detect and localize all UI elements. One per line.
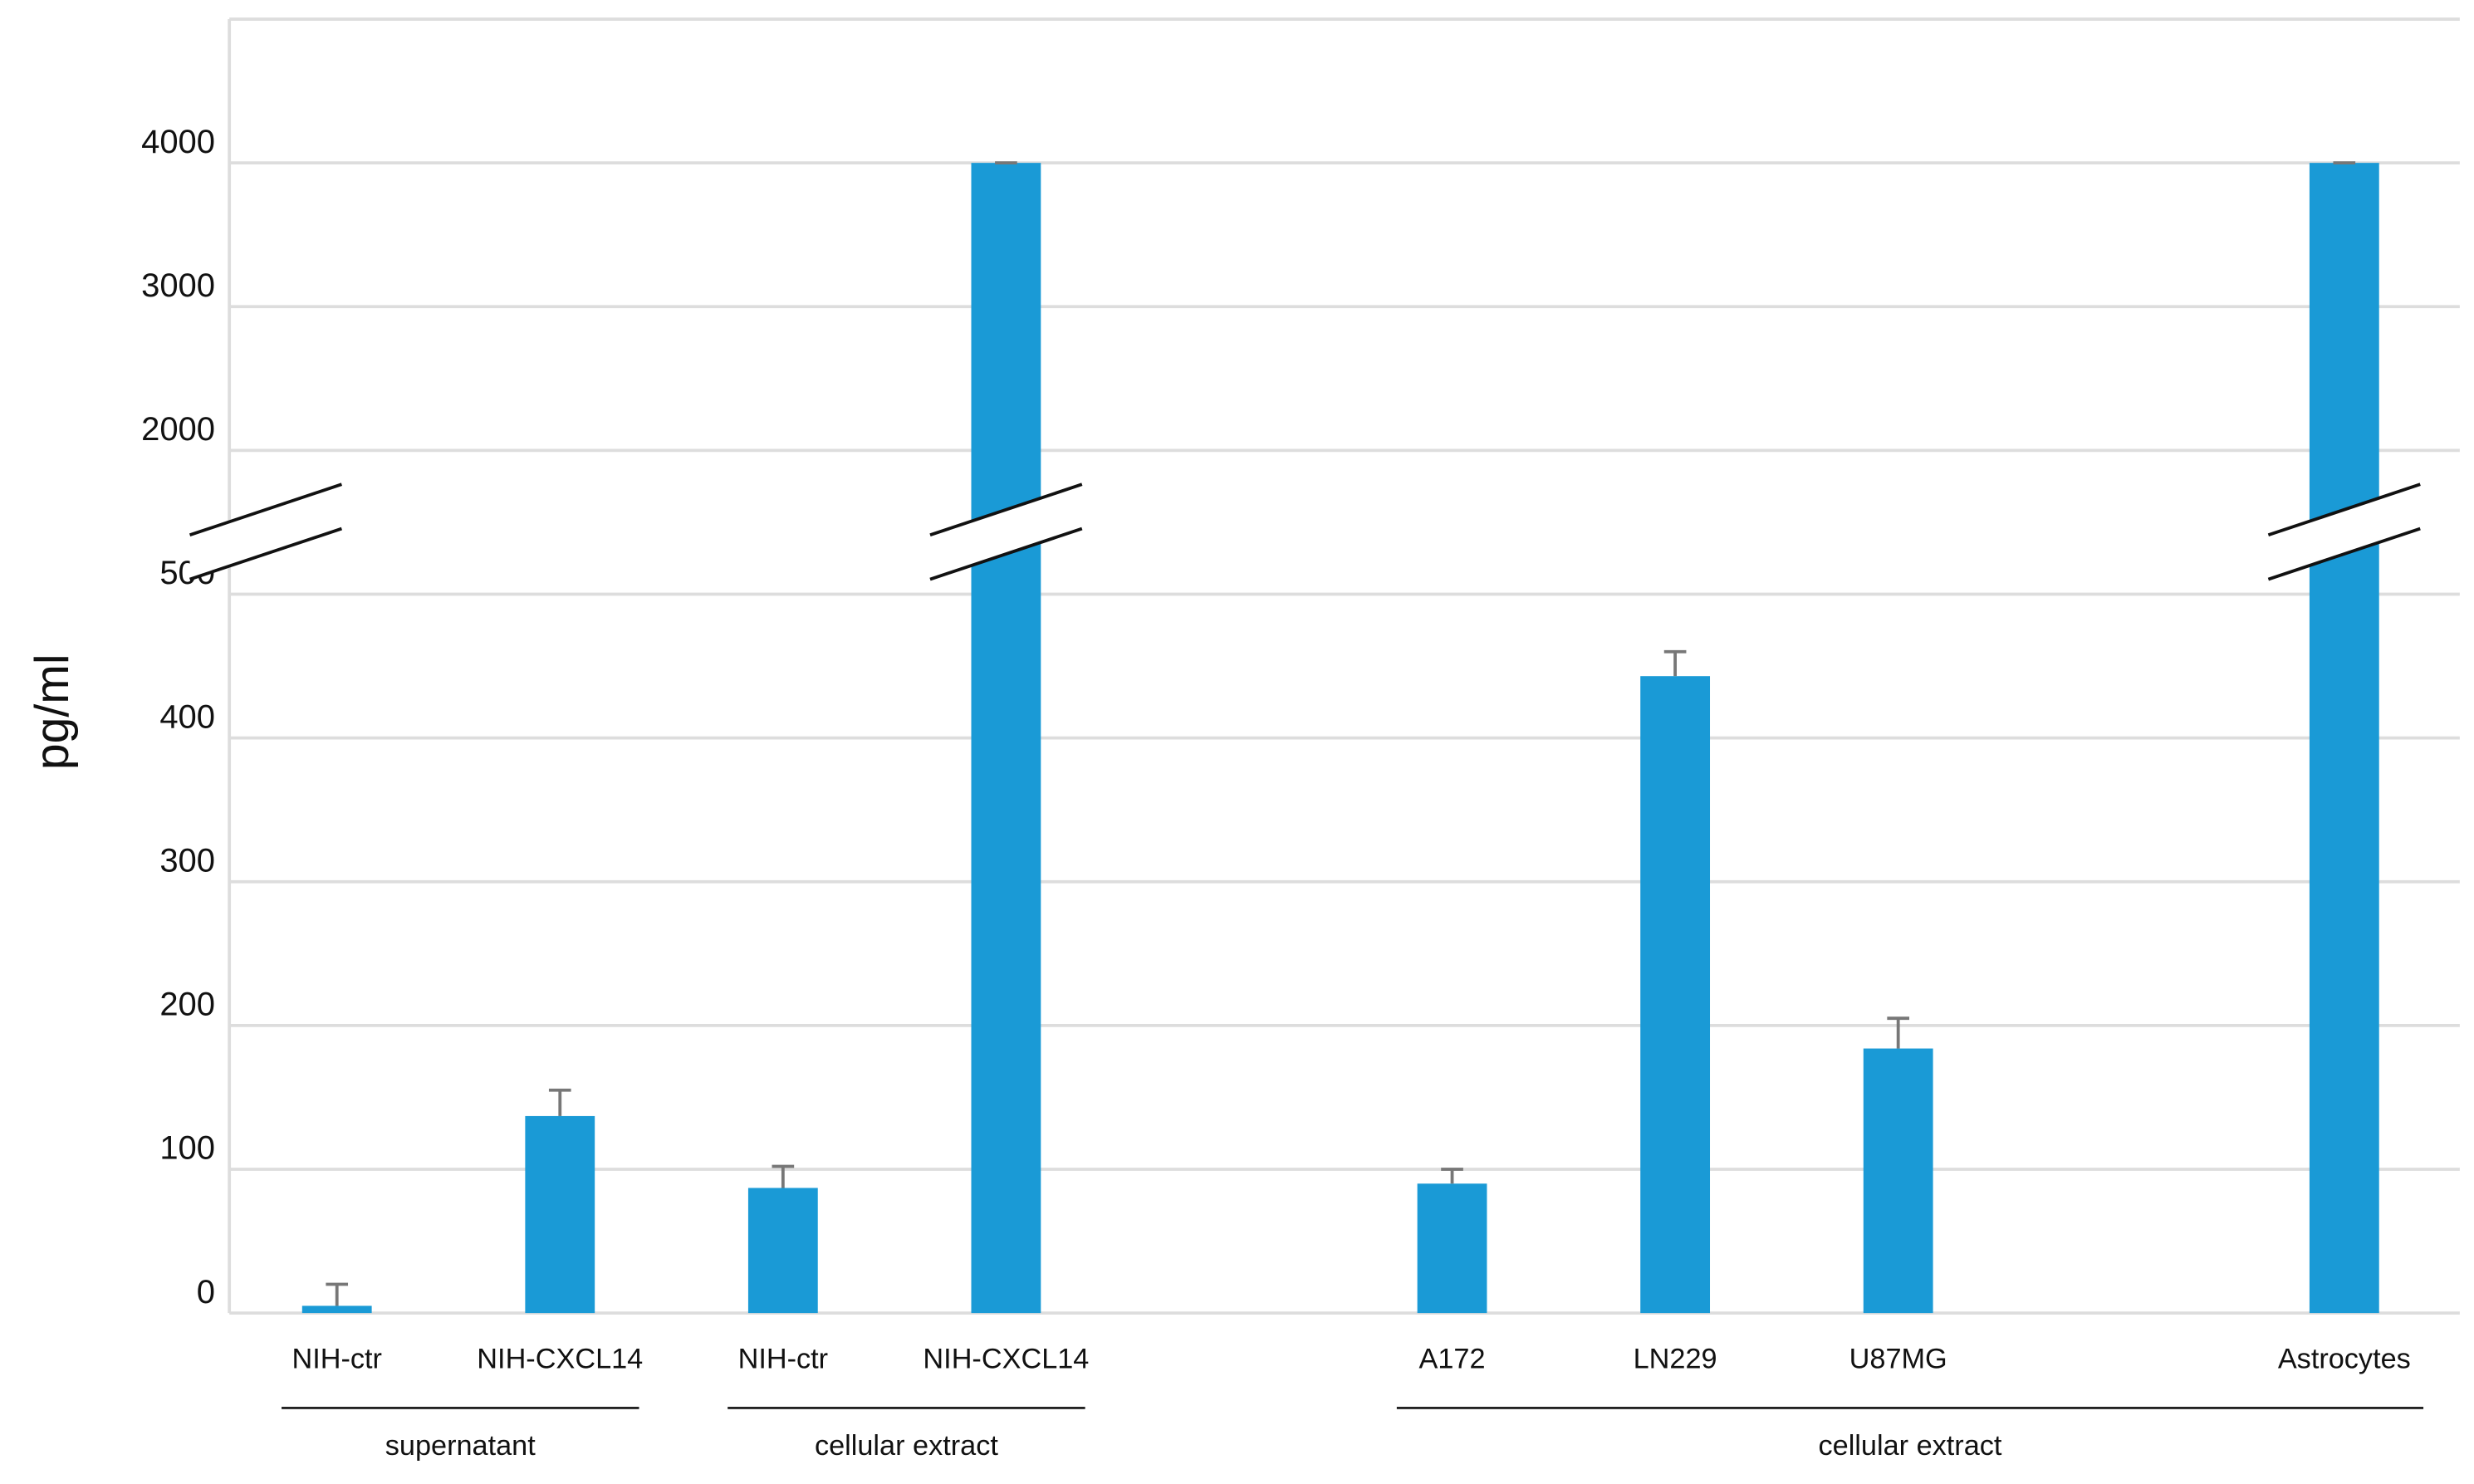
bar [301,1305,372,1314]
x-tick-label: Astrocytes [2278,1343,2411,1374]
bar [1640,676,1711,1314]
bar [747,1188,818,1314]
axis-break-line [189,482,343,536]
bar [525,1115,595,1314]
x-tick-label: NIH-CXCL14 [923,1343,1089,1374]
group-label: cellular extract [1819,1430,2002,1462]
x-tick-label: LN229 [1634,1343,1717,1374]
y-tick-label: 400 [159,698,215,735]
axis-break-gap [929,484,1082,580]
y-axis-label: pg/ml [26,654,79,770]
y-tick-label: 100 [159,1130,215,1167]
x-tick-label: NIH-ctr [738,1343,829,1374]
y-tick-label: 4000 [141,124,215,160]
x-tick-label: U87MG [1849,1343,1947,1374]
axis-break-line [929,527,1083,581]
bar [971,163,1041,1314]
y-tick-label: 2000 [141,411,215,448]
y-tick-label: 3000 [141,267,215,304]
y-tick-label: 300 [159,842,215,879]
y-tick-label: 200 [159,987,215,1023]
group-label: supernatant [385,1430,536,1462]
bar [2309,163,2379,1314]
bar [1863,1048,1933,1314]
axis-break-gap [2268,484,2421,580]
group-label: cellular extract [815,1430,998,1462]
axis-break-line [2267,482,2421,536]
bar [1417,1183,1487,1314]
x-tick-label: A172 [1419,1343,1486,1374]
axis-break-line [2267,527,2421,581]
x-tick-label: NIH-ctr [291,1343,382,1374]
axis-break-gap [189,484,342,580]
x-tick-label: NIH-CXCL14 [477,1343,643,1374]
y-tick-label: 0 [197,1274,215,1310]
axis-break-line [929,482,1083,536]
axis-break-line [189,527,343,581]
